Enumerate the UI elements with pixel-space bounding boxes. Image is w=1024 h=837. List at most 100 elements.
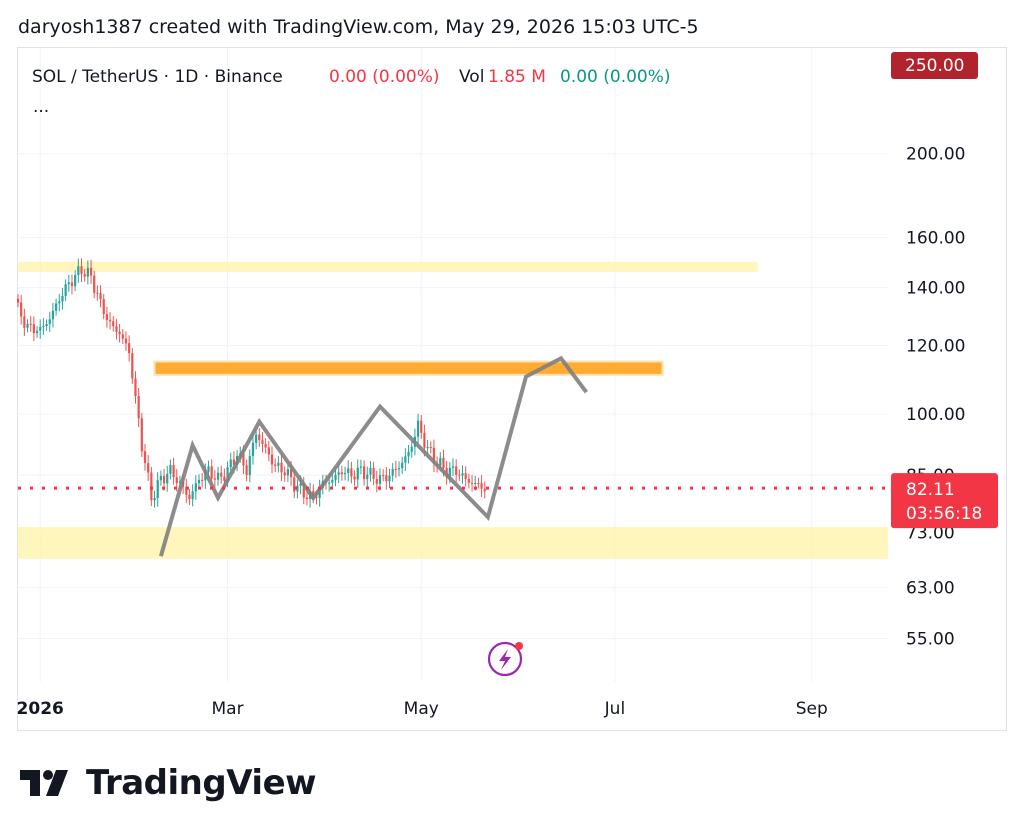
candle-body (226, 467, 229, 481)
candle-body (32, 324, 35, 334)
top-price-label: 250.00 (905, 56, 964, 76)
candle-body (328, 482, 331, 484)
candle-body (423, 432, 426, 448)
time-tick-label: Mar (212, 699, 244, 719)
candle-body (124, 338, 128, 344)
candle-body (426, 446, 429, 448)
candle-body (51, 310, 55, 320)
volume-label: Vol (459, 67, 484, 87)
candle-body (464, 473, 467, 480)
candle-body (420, 420, 423, 433)
candle-body (178, 481, 182, 484)
candle-body (143, 451, 147, 464)
candle-body (77, 266, 80, 276)
candle-body (388, 475, 391, 482)
candle-body (153, 498, 156, 501)
candle-body (121, 334, 124, 339)
candle-body (270, 454, 274, 465)
candle-body (359, 466, 363, 468)
candle-body (137, 395, 140, 419)
candle-body (305, 497, 309, 499)
volume-change: 0.00 (0.00%) (560, 67, 671, 87)
candle-body (128, 343, 131, 354)
candle-body (299, 483, 302, 486)
price-zone (18, 527, 888, 559)
candle-body (105, 314, 109, 321)
candle-body (470, 482, 474, 484)
candle-body (461, 473, 464, 476)
candle-body (29, 323, 32, 325)
candle-body (302, 483, 305, 498)
candle-body (286, 469, 290, 476)
candle-body (140, 418, 143, 452)
candle-body (86, 267, 89, 277)
candle-body (42, 325, 45, 328)
candle-body (210, 466, 213, 479)
flash-icon[interactable] (487, 641, 523, 677)
candle-body (366, 474, 369, 480)
candle-body (283, 472, 286, 476)
candle-body (108, 320, 112, 322)
candle-body (216, 472, 220, 480)
candle-body (274, 464, 277, 466)
candle-body (312, 490, 315, 497)
symbol-title[interactable]: SOL / TetherUS · 1D · Binance (32, 67, 283, 87)
price-tick-label: 160.00 (906, 229, 965, 249)
candle-body (131, 353, 134, 379)
candle-body (102, 299, 105, 315)
candle-body (255, 434, 258, 443)
candle-body (48, 319, 51, 325)
price-tick-label: 120.00 (906, 337, 965, 357)
candle-body (67, 282, 70, 285)
candle-body (337, 472, 340, 475)
candle-body (150, 472, 153, 501)
current-price-badge (891, 473, 998, 529)
candle-body (191, 491, 194, 500)
candle-body (159, 475, 162, 481)
candle-body (458, 474, 461, 476)
candle-body (147, 463, 150, 473)
volume-value: 1.85 M (488, 67, 546, 87)
time-tick-label: May (404, 699, 439, 719)
candle-body (315, 496, 318, 498)
candle-body (188, 494, 191, 500)
candle-body (83, 273, 86, 277)
time-tick-label: 2026 (17, 699, 64, 719)
candle-body (439, 457, 442, 466)
candle-body (280, 462, 283, 473)
candle-body (296, 485, 299, 492)
candle-body (397, 468, 401, 470)
price-change: 0.00 (0.00%) (329, 67, 440, 87)
candle-body (407, 451, 410, 457)
candle-body (455, 466, 458, 475)
candle-body (248, 456, 251, 476)
candle-body (410, 446, 413, 452)
price-zone (18, 261, 758, 272)
chart-frame[interactable] (17, 47, 1007, 731)
candle-body (16, 298, 20, 303)
candle-body (80, 266, 83, 274)
tradingview-logo-icon (20, 770, 68, 796)
candle-body (35, 330, 39, 334)
candle-body (432, 447, 436, 464)
current-price-label: 82.11 (906, 480, 955, 500)
candle-body (293, 477, 296, 492)
candle-body (385, 475, 388, 482)
candle-body (394, 468, 397, 470)
candle-body (70, 282, 74, 287)
candle-body (442, 457, 445, 468)
price-chart[interactable]: 200.00160.00140.00120.00100.0085.0073.00… (0, 0, 1024, 740)
candle-body (175, 477, 178, 484)
candle-body (369, 467, 372, 475)
more-icon[interactable]: ... (33, 97, 49, 117)
candle-body (391, 468, 394, 476)
price-tick-label: 100.00 (906, 405, 965, 425)
candle-body (99, 293, 102, 300)
tradingview-brand[interactable]: TradingView (20, 763, 317, 803)
candle-body (64, 284, 67, 296)
candle-body (474, 483, 477, 485)
candle-body (477, 483, 480, 485)
candle-body (112, 321, 115, 327)
candle-body (61, 295, 64, 302)
candle-body (451, 466, 455, 468)
